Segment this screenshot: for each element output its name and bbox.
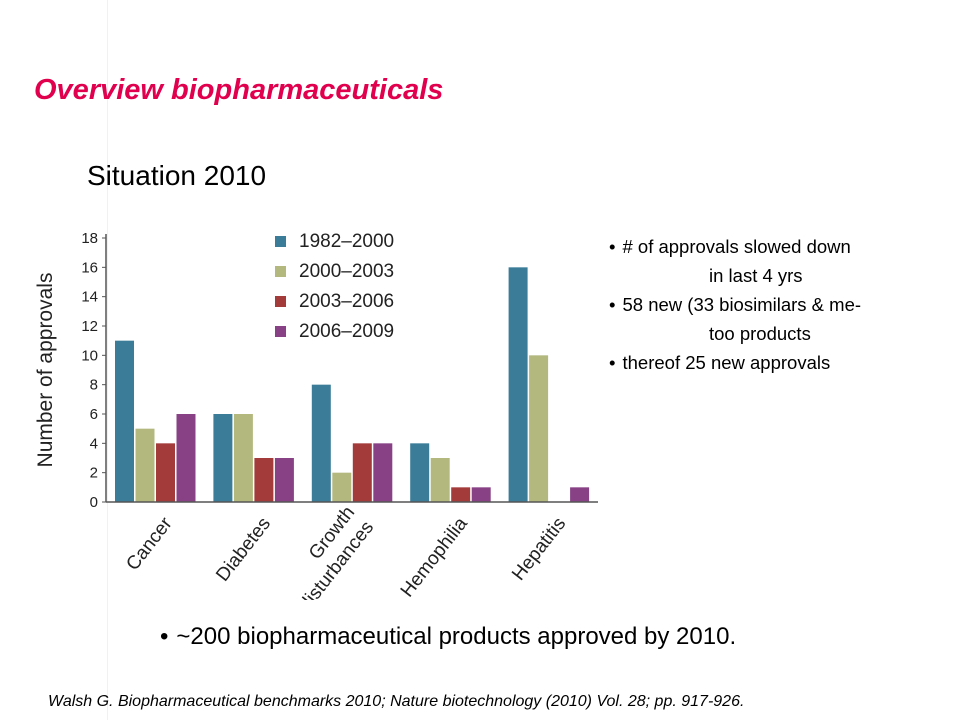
y-tick-label: 4 (90, 435, 98, 452)
bar-hemophilia-series-3 (451, 487, 471, 502)
bar-cancer-series-2 (135, 428, 155, 502)
slide-edge-line (107, 0, 108, 720)
legend-label-series-4: 2006–2009 (299, 321, 394, 342)
bar-hemophilia-series-1 (410, 443, 430, 502)
legend-swatch-series-4 (275, 326, 286, 337)
bullet-item-2-line-1: 58 new (33 biosimilars & me- (609, 290, 949, 319)
category-label-line: Hepatitis (508, 514, 570, 585)
slide-title: Overview biopharmaceuticals (34, 74, 444, 106)
category-label: Growthdisturbances (276, 502, 378, 600)
bullet-item-3-line-1: thereof 25 new approvals (609, 348, 949, 377)
bar-hepatitis-series-2 (529, 355, 549, 502)
y-tick-label: 16 (81, 259, 98, 276)
bar-growth-disturbances-series-2 (332, 472, 352, 502)
citation: Walsh G. Biopharmaceutical benchmarks 20… (48, 693, 745, 710)
bar-diabetes-series-4 (274, 458, 294, 502)
category-label-line: Cancer (122, 513, 177, 575)
y-tick-label: 0 (90, 494, 98, 511)
approvals-bar-chart: 0 2 4 6 8 10 12 14 16 18 Number of approvals Cancer… (34, 230, 598, 600)
y-tick-label: 6 (90, 406, 98, 423)
bar-cancer-series-4 (176, 414, 196, 502)
legend-swatch-series-3 (275, 296, 286, 307)
bar-diabetes-series-2 (233, 414, 253, 502)
bullet-item-2: 58 new (33 biosimilars & me- too product… (609, 290, 949, 348)
y-axis-title: Number of approvals (34, 273, 57, 468)
slide-subtitle: Situation 2010 (87, 160, 267, 191)
legend-label-series-1: 1982–2000 (299, 231, 394, 252)
bar-hemophilia-series-2 (430, 458, 450, 502)
category-label: Hemophilia (397, 513, 472, 600)
category-label: Hepatitis (508, 514, 570, 585)
y-tick-label: 2 (90, 465, 98, 482)
bar-hepatitis-series-1 (508, 267, 528, 502)
bar-hepatitis-series-4 (570, 487, 590, 502)
summary-bullet: ~200 biopharmaceutical products approved… (160, 623, 736, 651)
bullet-item-1-line-2: in last 4 yrs (709, 265, 803, 286)
y-tick-label: 8 (90, 377, 98, 394)
y-tick-label: 10 (81, 347, 98, 364)
bar-growth-disturbances-series-1 (311, 384, 331, 502)
y-tick-label: 18 (81, 230, 98, 247)
bullet-item-1-line-1: # of approvals slowed down (609, 232, 949, 261)
category-label-line: Diabetes (212, 514, 275, 586)
bar-growth-disturbances-series-4 (373, 443, 393, 502)
bar-hemophilia-series-4 (471, 487, 491, 502)
bullet-item-1: # of approvals slowed down in last 4 yrs (609, 232, 949, 290)
y-tick-label: 14 (81, 289, 98, 306)
category-label: Diabetes (212, 514, 275, 586)
category-label-line: Hemophilia (397, 513, 472, 600)
y-tick-label: 12 (81, 318, 98, 335)
bar-diabetes-series-1 (213, 414, 233, 502)
legend-swatch-series-1 (275, 236, 286, 247)
bar-cancer-series-3 (156, 443, 175, 502)
legend-swatch-series-2 (275, 266, 286, 277)
bullet-item-3: thereof 25 new approvals (609, 348, 949, 377)
legend-label-series-2: 2000–2003 (299, 261, 394, 282)
bar-cancer-series-1 (115, 340, 134, 502)
category-label: Cancer (122, 513, 177, 575)
bar-growth-disturbances-series-3 (352, 443, 372, 502)
bullet-list: # of approvals slowed down in last 4 yrs… (609, 232, 949, 377)
legend-label-series-3: 2003–2006 (299, 291, 394, 312)
bar-diabetes-series-3 (254, 458, 274, 502)
bullet-item-2-line-2: too products (709, 323, 811, 344)
